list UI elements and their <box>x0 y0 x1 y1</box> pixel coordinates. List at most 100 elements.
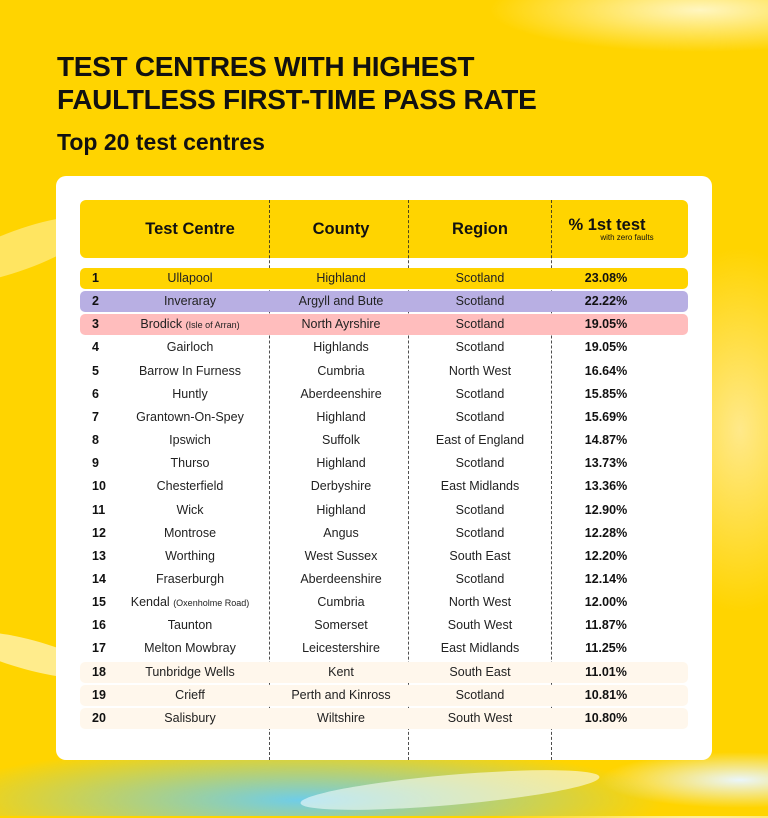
rank-cell: 3 <box>92 314 99 335</box>
centre-cell: Taunton <box>168 615 212 636</box>
county-cell-text: Aberdeenshire <box>300 571 382 586</box>
header-pct-label: % 1st test <box>568 216 646 234</box>
region-cell: Scotland <box>456 337 505 358</box>
centre-cell-text: Chesterfield <box>156 479 224 494</box>
table-row: 13 Worthing West Sussex South East 12.20% <box>80 546 688 567</box>
table-row: 15 Kendal (Oxenholme Road) Cumbria North We… <box>80 592 688 613</box>
table-row: 5 Barrow In Furness Cumbria North West 16.64… <box>80 361 688 382</box>
county-cell-text: Highland <box>316 456 366 471</box>
pct-cell: 15.85% <box>585 384 627 405</box>
pct-cell-text: 15.85% <box>584 386 628 401</box>
rank-cell: 13 <box>92 546 106 567</box>
subtitle: Top 20 test centres <box>57 129 265 155</box>
centre-note: (Oxenholme Road) <box>173 598 250 609</box>
centre-cell: Thurso <box>171 453 210 474</box>
rank-cell-text: 5 <box>92 363 99 378</box>
pct-cell-text: 12.14% <box>584 571 628 586</box>
centre-cell-text: Brodick <box>140 317 183 332</box>
county-cell: Argyll and Bute <box>299 291 384 312</box>
region-cell: South East <box>449 662 510 683</box>
centre-cell: Fraserburgh <box>156 569 224 590</box>
county-cell-text: Argyll and Bute <box>298 294 384 309</box>
pct-cell: 16.64% <box>585 361 627 382</box>
table-card: Test Centre County Region % 1st test wit… <box>56 176 712 760</box>
region-cell: South West <box>448 615 512 636</box>
centre-cell-text: Huntly <box>172 386 208 401</box>
centre-cell: Wick <box>176 500 203 521</box>
rank-cell-text: 17 <box>92 641 106 656</box>
pct-cell-text: 16.64% <box>584 363 628 378</box>
table-row: 12 Montrose Angus Scotland 12.28% <box>80 523 688 544</box>
region-cell-text: Scotland <box>455 317 505 332</box>
rank-cell-text: 8 <box>92 433 99 448</box>
pct-cell: 12.20% <box>585 546 627 567</box>
rank-cell-text: 12 <box>92 525 106 540</box>
centre-cell: Brodick (Isle of Arran) <box>140 314 239 335</box>
header-county: County <box>312 219 370 238</box>
pct-cell-text: 13.73% <box>584 456 628 471</box>
table-row: 3 Brodick (Isle of Arran) North Ayrshire Sc… <box>80 314 688 336</box>
rank-cell: 1 <box>92 268 99 289</box>
region-cell: North West <box>449 361 511 382</box>
column-divider <box>269 200 270 760</box>
county-cell-text: Perth and Kinross <box>291 687 391 702</box>
pct-cell: 12.00% <box>585 592 627 613</box>
centre-cell: Ipswich <box>169 430 211 451</box>
centre-cell: Chesterfield <box>157 476 224 497</box>
county-cell: West Sussex <box>305 546 378 567</box>
pct-cell: 11.01% <box>585 662 627 683</box>
rank-cell-text: 7 <box>92 409 99 424</box>
header-region: Region <box>452 219 508 238</box>
centre-cell: Crieff <box>175 685 205 706</box>
rank-cell-text: 9 <box>92 456 99 471</box>
rank-cell: 9 <box>92 453 99 474</box>
pct-cell: 13.73% <box>585 453 627 474</box>
region-cell: East of England <box>436 430 524 451</box>
county-cell: Highlands <box>313 337 369 358</box>
county-cell-text: Highland <box>316 502 366 517</box>
region-cell: Scotland <box>456 685 505 706</box>
column-divider <box>551 200 552 760</box>
rank-cell: 14 <box>92 569 106 590</box>
county-cell-text: Leicestershire <box>302 641 380 656</box>
rank-cell-text: 20 <box>92 710 106 725</box>
region-cell: Scotland <box>456 569 505 590</box>
rank-cell: 15 <box>92 592 106 613</box>
title-line-2: FAULTLESS FIRST-TIME PASS RATE <box>57 84 537 115</box>
centre-cell-text: Barrow In Furness <box>138 363 242 378</box>
county-cell-text: Aberdeenshire <box>300 386 382 401</box>
county-cell: Wiltshire <box>317 708 365 729</box>
centre-cell: Gairloch <box>167 337 214 358</box>
table-row: 1 Ullapool Highland Scotland 23.08% <box>80 268 688 289</box>
rank-cell: 2 <box>92 291 99 312</box>
table-row: 7 Grantown-On-Spey Highland Scotland 15.69% <box>80 407 688 428</box>
rank-cell-text: 1 <box>92 271 99 285</box>
centre-cell-text: Thurso <box>170 456 210 471</box>
pct-cell: 11.25% <box>585 638 627 659</box>
table-row: 20 Salisbury Wiltshire South West 10.80% <box>80 707 688 729</box>
pct-cell: 22.22% <box>585 291 627 312</box>
region-cell-text: Scotland <box>455 271 505 285</box>
table-row: 4 Gairloch Highlands Scotland 19.05% <box>80 337 688 358</box>
county-cell: Aberdeenshire <box>300 569 381 590</box>
region-cell-text: Scotland <box>455 340 505 355</box>
region-cell-text: Scotland <box>455 502 505 517</box>
centre-cell: Grantown-On-Spey <box>136 407 244 428</box>
centre-cell: Huntly <box>172 384 207 405</box>
centre-cell-text: Ipswich <box>169 433 211 448</box>
header-pct: % 1st test with zero faults <box>552 200 662 258</box>
county-cell: Derbyshire <box>311 476 371 497</box>
rank-cell-text: 15 <box>92 595 106 610</box>
county-cell: Angus <box>323 523 358 544</box>
pct-cell-text: 12.00% <box>584 595 628 610</box>
centre-cell-text: Montrose <box>163 525 217 540</box>
pct-cell-text: 11.01% <box>585 664 627 679</box>
county-cell: Somerset <box>314 615 368 636</box>
table-row: 19 Crieff Perth and Kinross Scotland 10.81% <box>80 684 688 706</box>
county-cell-text: Suffolk <box>322 433 360 448</box>
centre-cell: Worthing <box>165 546 215 567</box>
centre-cell-text: Gairloch <box>166 340 214 355</box>
pct-cell: 11.87% <box>585 615 627 636</box>
region-cell-text: Scotland <box>455 525 505 540</box>
region-cell-text: North West <box>448 363 512 378</box>
